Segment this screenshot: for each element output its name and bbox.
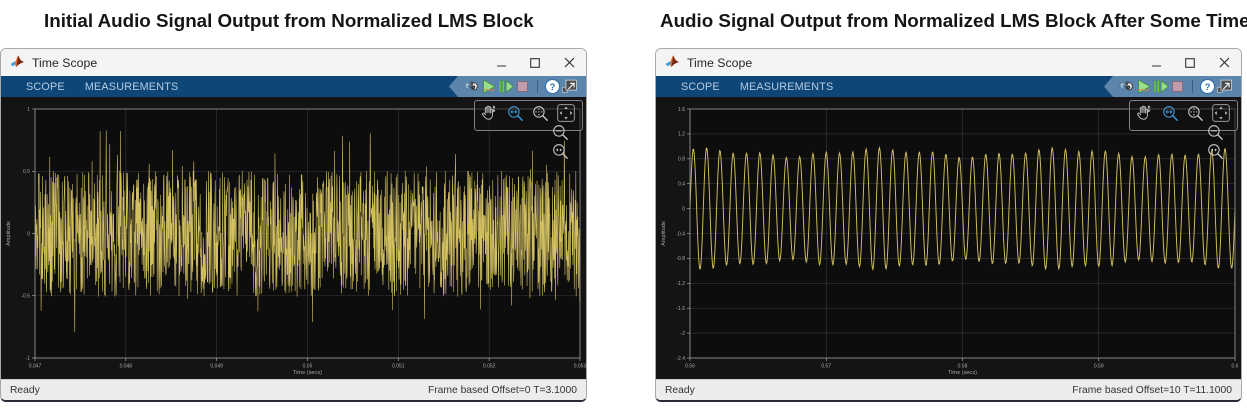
svg-text:0.6: 0.6 xyxy=(1232,364,1239,370)
svg-text:0: 0 xyxy=(682,206,685,212)
svg-text:1: 1 xyxy=(27,107,30,113)
svg-text:?: ? xyxy=(1205,82,1211,92)
svg-text:0: 0 xyxy=(27,231,30,237)
svg-text:Time (secs): Time (secs) xyxy=(293,370,322,376)
svg-text:1.6: 1.6 xyxy=(678,107,685,113)
svg-text:-0.5: -0.5 xyxy=(21,294,30,300)
svg-text:0.57: 0.57 xyxy=(821,364,831,370)
svg-text:0.053: 0.053 xyxy=(574,364,586,370)
svg-text:0.052: 0.052 xyxy=(483,364,496,370)
svg-text:-2: -2 xyxy=(681,331,686,337)
svg-text:-1.2: -1.2 xyxy=(676,281,685,287)
svg-text:0.048: 0.048 xyxy=(120,364,133,370)
svg-text:0.05: 0.05 xyxy=(303,364,313,370)
svg-text:-1: -1 xyxy=(26,356,31,362)
svg-text:0.56: 0.56 xyxy=(685,364,695,370)
svg-text:0.051: 0.051 xyxy=(392,364,405,370)
svg-text:Amplitude: Amplitude xyxy=(6,221,12,246)
svg-text:0.049: 0.049 xyxy=(210,364,223,370)
svg-text:-0.8: -0.8 xyxy=(676,256,685,262)
svg-text:Amplitude: Amplitude xyxy=(661,221,667,246)
svg-text:0.5: 0.5 xyxy=(23,169,30,175)
svg-text:-0.4: -0.4 xyxy=(676,231,685,237)
svg-text:Time (secs): Time (secs) xyxy=(948,370,977,376)
svg-text:0.4: 0.4 xyxy=(678,182,685,188)
svg-text:0.59: 0.59 xyxy=(1094,364,1104,370)
svg-text:0.58: 0.58 xyxy=(958,364,968,370)
svg-text:1.2: 1.2 xyxy=(678,132,685,138)
svg-text:0.047: 0.047 xyxy=(29,364,42,370)
svg-text:?: ? xyxy=(550,82,556,92)
svg-text:-1.6: -1.6 xyxy=(676,306,685,312)
svg-text:-2.4: -2.4 xyxy=(676,356,685,362)
svg-text:0.8: 0.8 xyxy=(678,157,685,163)
